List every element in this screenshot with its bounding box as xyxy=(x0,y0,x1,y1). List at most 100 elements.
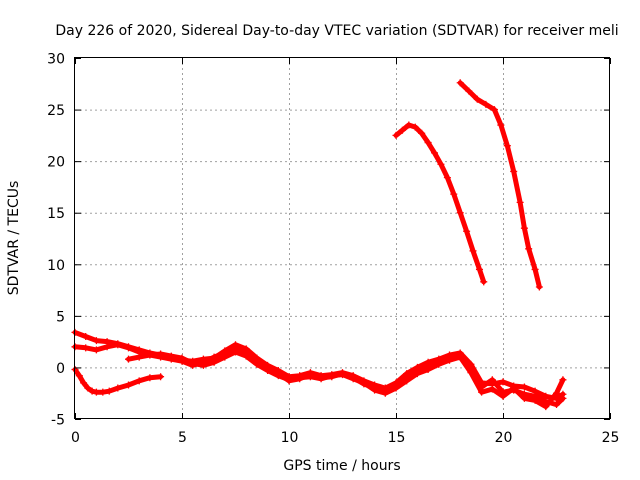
data-point-marker xyxy=(553,401,560,409)
data-point-marker xyxy=(473,95,481,103)
data-point-marker xyxy=(199,361,207,369)
data-point-marker xyxy=(411,123,419,131)
data-point-marker xyxy=(135,353,143,361)
y-tick-label: 10 xyxy=(47,258,65,274)
data-point-marker xyxy=(232,348,239,356)
data-point-marker xyxy=(437,160,445,168)
series-arc-5 xyxy=(392,121,488,286)
data-point-marker xyxy=(349,375,357,383)
data-point-marker xyxy=(490,106,498,114)
plot-frame xyxy=(74,57,610,419)
data-point-marker xyxy=(405,121,413,129)
y-tick-label: 20 xyxy=(47,155,65,171)
data-point-marker xyxy=(82,344,90,352)
data-point-marker xyxy=(418,129,426,137)
data-point-marker xyxy=(499,378,507,386)
y-tick-label: 25 xyxy=(47,103,65,119)
data-point-marker xyxy=(431,149,439,157)
y-tick-label: 15 xyxy=(47,206,65,222)
data-point-marker xyxy=(456,353,464,361)
data-point-marker xyxy=(146,374,154,382)
x-axis-label: GPS time / hours xyxy=(283,458,400,474)
x-tick-label: 5 xyxy=(178,430,187,446)
data-point-marker xyxy=(435,360,443,368)
data-point-marker xyxy=(88,387,96,395)
data-point-marker xyxy=(157,373,165,381)
data-point-marker xyxy=(424,365,432,373)
data-point-marker xyxy=(520,383,528,391)
data-point-marker xyxy=(443,174,451,182)
x-tick-label: 15 xyxy=(388,430,406,446)
data-point-marker xyxy=(285,376,293,384)
data-point-marker xyxy=(189,359,197,367)
chart-title: Day 226 of 2020, Sidereal Day-to-day VTE… xyxy=(55,23,618,39)
data-point-marker xyxy=(381,389,389,397)
data-point-marker xyxy=(274,372,282,380)
series-line xyxy=(393,122,487,285)
data-point-marker xyxy=(92,388,100,396)
data-point-marker xyxy=(306,373,314,381)
data-point-marker xyxy=(75,372,83,380)
data-point-marker xyxy=(398,126,406,134)
data-point-marker xyxy=(221,353,229,361)
series-line xyxy=(457,80,542,290)
y-tick-label: -5 xyxy=(51,413,65,429)
data-point-marker xyxy=(450,190,458,198)
data-point-marker xyxy=(103,343,111,351)
data-point-marker xyxy=(92,337,100,345)
data-point-marker xyxy=(525,245,533,253)
x-tick-label: 25 xyxy=(602,430,620,446)
data-point-marker xyxy=(105,387,113,395)
data-point-marker xyxy=(510,167,518,175)
data-point-marker xyxy=(446,356,453,364)
data-point-marker xyxy=(403,377,411,385)
data-point-marker xyxy=(520,394,528,402)
x-tick-label: 10 xyxy=(281,430,299,446)
data-point-marker xyxy=(413,370,421,378)
ticks-layer: 0 5 10 15 20 25 -5 0 5 10 15 20 25 30 xyxy=(47,52,619,447)
data-point-marker xyxy=(510,384,518,392)
data-point-marker xyxy=(553,389,560,397)
y-tick-label: 0 xyxy=(56,361,65,377)
series-arc-4 xyxy=(71,365,165,396)
grid-layer xyxy=(75,58,610,419)
data-point-marker xyxy=(328,372,336,380)
y-axis-label: SDTVAR / TECUs xyxy=(6,181,22,296)
data-point-marker xyxy=(178,354,186,362)
data-point-marker xyxy=(478,388,486,396)
data-point-marker xyxy=(253,360,261,368)
data-point-marker xyxy=(520,224,528,232)
data-point-marker xyxy=(531,396,539,404)
series-arc-6 xyxy=(456,79,543,291)
data-point-marker xyxy=(80,379,88,387)
data-point-marker xyxy=(317,375,325,383)
data-point-marker xyxy=(467,369,475,377)
data-point-marker xyxy=(535,283,543,291)
series-layer xyxy=(71,79,567,411)
data-point-marker xyxy=(392,384,400,392)
data-point-marker xyxy=(392,131,400,139)
data-point-marker xyxy=(482,100,490,108)
data-point-marker xyxy=(210,358,218,366)
x-tick-label: 20 xyxy=(495,430,513,446)
data-point-marker xyxy=(99,388,107,396)
data-point-marker xyxy=(114,384,122,392)
data-point-marker xyxy=(480,278,488,286)
data-point-marker xyxy=(497,121,505,129)
data-point-marker xyxy=(456,79,464,87)
data-point-marker xyxy=(465,87,473,95)
data-point-marker xyxy=(371,386,379,394)
data-point-marker xyxy=(503,142,511,150)
y-tick-label: 30 xyxy=(47,52,65,68)
data-point-marker xyxy=(135,377,143,385)
y-tick-label: 5 xyxy=(56,309,65,325)
x-tick-label: 0 xyxy=(71,430,80,446)
data-point-marker xyxy=(360,379,368,387)
data-point-marker xyxy=(125,355,132,363)
data-point-marker xyxy=(242,352,250,360)
data-point-marker xyxy=(157,350,165,358)
data-point-marker xyxy=(463,227,471,235)
data-point-marker xyxy=(456,209,464,217)
data-point-marker xyxy=(488,385,496,393)
